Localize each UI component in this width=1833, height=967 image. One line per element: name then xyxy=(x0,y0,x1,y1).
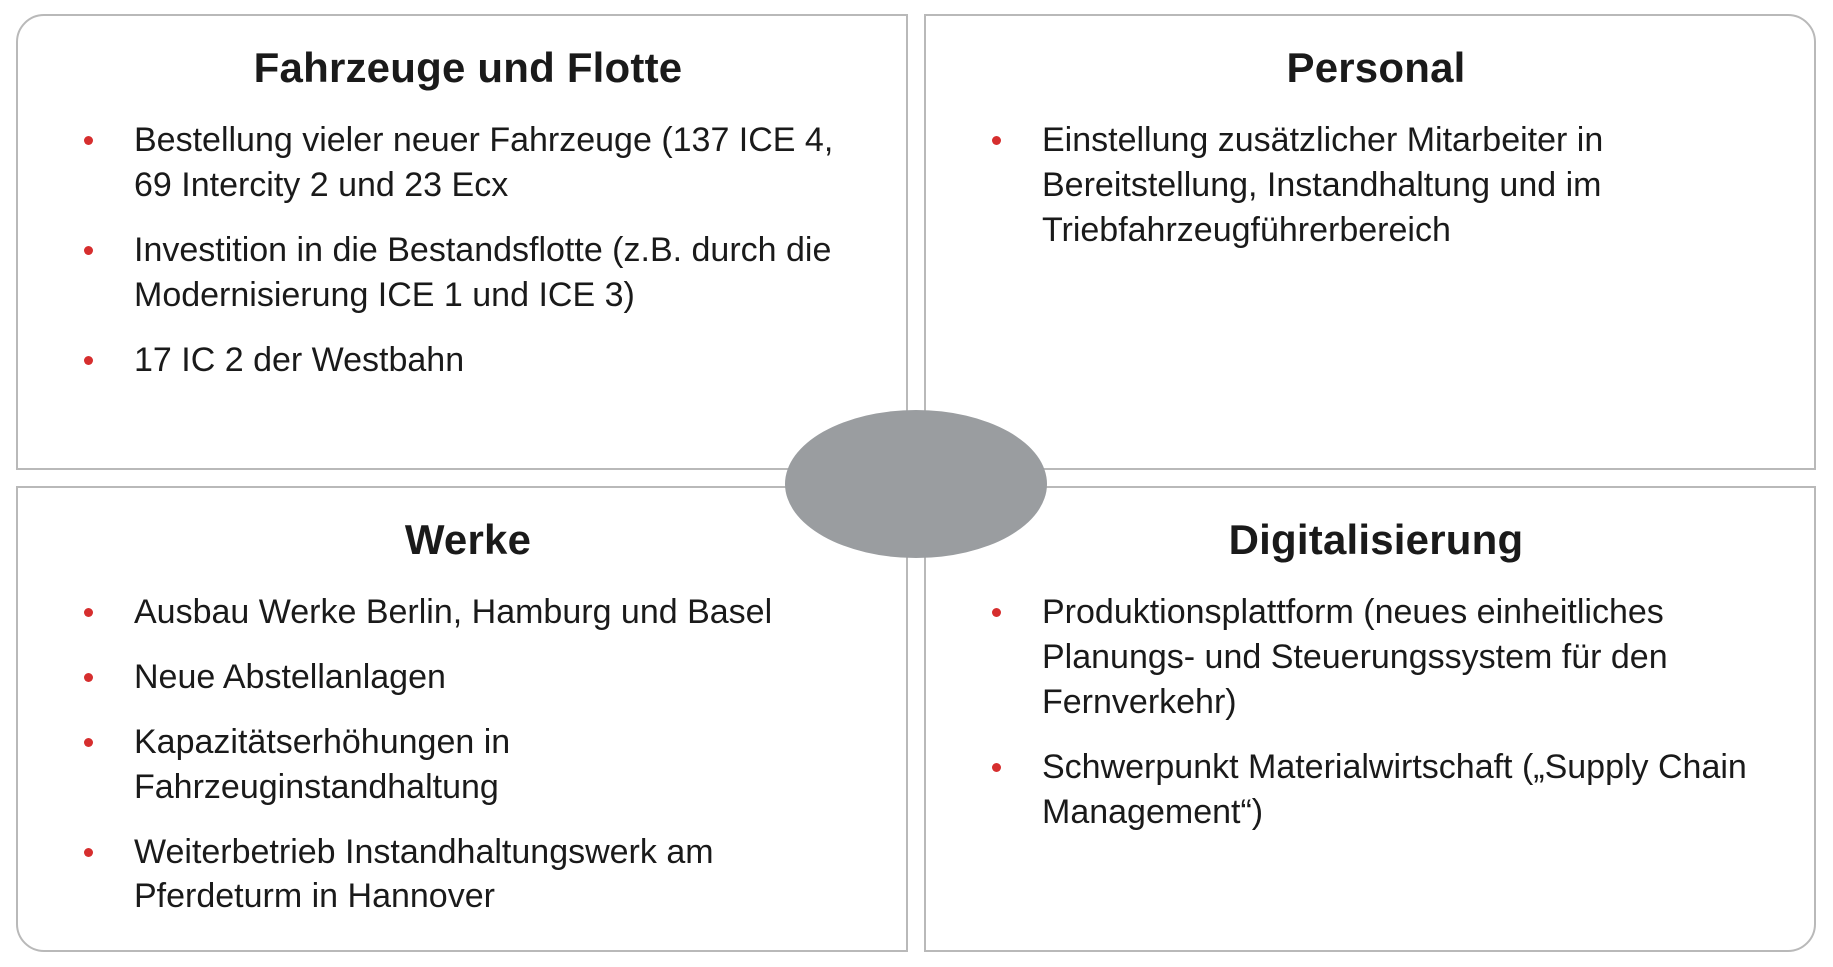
list-item: Bestellung vieler neuer Fahrzeuge (137 I… xyxy=(78,118,858,208)
list-item: Ausbau Werke Berlin, Hamburg und Basel xyxy=(78,590,858,635)
quadrant-list: Ausbau Werke Berlin, Hamburg und Basel N… xyxy=(78,590,858,919)
quadrant-title: Werke xyxy=(78,516,858,564)
four-quadrant-diagram: Fahrzeuge und Flotte Bestellung vieler n… xyxy=(0,0,1833,967)
quadrant-title: Personal xyxy=(986,44,1766,92)
quadrant-title: Fahrzeuge und Flotte xyxy=(78,44,858,92)
list-item: Schwerpunkt Materialwirtschaft („Supply … xyxy=(986,745,1766,835)
quadrant-list: Produktionsplattform (neues einheitliche… xyxy=(986,590,1766,834)
list-item: 17 IC 2 der Westbahn xyxy=(78,338,858,383)
quadrant-digitalisierung: Digitalisierung Produktionsplattform (ne… xyxy=(924,486,1816,952)
quadrant-personal: Personal Einstellung zusätzlicher Mitarb… xyxy=(924,14,1816,470)
list-item: Investition in die Bestandsflotte (z.B. … xyxy=(78,228,858,318)
quadrant-fahrzeuge-und-flotte: Fahrzeuge und Flotte Bestellung vieler n… xyxy=(16,14,908,470)
quadrant-list: Einstellung zusätzlicher Mitarbeiter in … xyxy=(986,118,1766,253)
list-item: Neue Abstellanlagen xyxy=(78,655,858,700)
list-item: Weiterbetrieb Instandhaltungswerk am Pfe… xyxy=(78,830,858,920)
list-item: Einstellung zusätzlicher Mitarbeiter in … xyxy=(986,118,1766,253)
quadrant-title: Digitalisierung xyxy=(986,516,1766,564)
quadrant-werke: Werke Ausbau Werke Berlin, Hamburg und B… xyxy=(16,486,908,952)
center-ellipse-icon xyxy=(785,410,1047,558)
quadrant-list: Bestellung vieler neuer Fahrzeuge (137 I… xyxy=(78,118,858,382)
list-item: Kapazitätserhöhungen in Fahrzeuginstandh… xyxy=(78,720,858,810)
list-item: Produktionsplattform (neues einheitliche… xyxy=(986,590,1766,725)
